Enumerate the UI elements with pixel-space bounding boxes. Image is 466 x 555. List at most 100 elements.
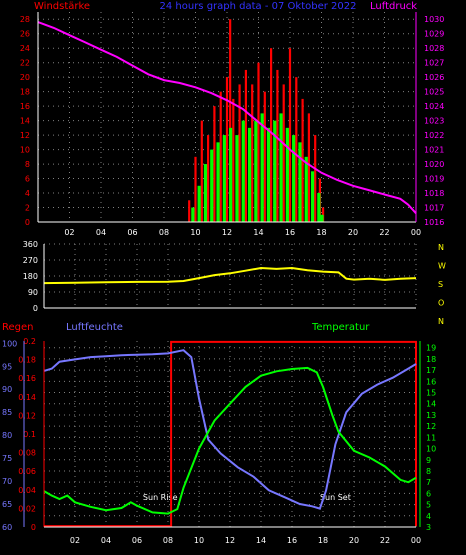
x-tick-label: 14 [256,536,266,545]
humidity-tick-label: 75 [2,454,12,463]
x-tick-label: 00 [411,536,421,545]
compass-label: N [438,243,444,252]
x-tick-label: 06 [127,228,137,237]
x-tick-label: 08 [159,228,169,237]
x-tick-label: 12 [225,536,235,545]
direction-tick-label: 180 [23,272,38,281]
left-tick-label: 12 [20,131,30,140]
temperature-tick-label: 11 [426,433,436,442]
direction-line [43,266,417,285]
x-tick-label: 08 [163,536,173,545]
x-tick-label: 06 [132,536,142,545]
humidity-tick-label: 95 [2,362,12,371]
temperature-tick-label: 15 [426,389,436,398]
left-tick-label: 2 [25,204,30,213]
compass-label: S [438,280,443,289]
gust-bar [232,98,235,222]
right-tick-label: 1029 [424,30,444,39]
humidity-tick-label: 65 [2,500,12,509]
speed-bar [320,214,324,222]
humidity-tick-label: 80 [2,431,12,440]
rain-tick-label: 0.02 [18,504,36,513]
temperature-line [43,366,417,515]
gust-bar [219,91,222,222]
temperature-tick-label: 5 [426,501,431,510]
rain-label: Regen [2,322,34,333]
x-tick-label: 22 [379,228,389,237]
speed-bar [235,135,239,222]
x-tick-label: 02 [64,228,74,237]
speed-bar [260,113,264,222]
compass-label: N [438,317,444,326]
right-tick-label: 1020 [424,160,444,169]
right-tick-label: 1027 [424,59,444,68]
speed-bar [292,135,296,222]
rain-humidity-temperature-panel: 3 4 5 6 7 8 9 10 11 12 13 14 15 16 17 18 19 60 65 70 75 80 85 9… [2,337,436,545]
compass-label: O [438,299,444,308]
rain-tick-label: 0.06 [18,467,36,476]
right-tick-label: 1028 [424,44,444,53]
left-tick-label: 24 [20,44,30,53]
x-tick-label: 10 [194,536,204,545]
temperature-tick-label: 13 [426,411,436,420]
x-tick-label: 14 [253,228,263,237]
x-tick-label: 12 [222,228,232,237]
gust-bar [282,84,285,223]
temperature-tick-label: 9 [426,456,431,465]
rain-tick-label: 0.04 [18,486,36,495]
rain-tick-label: 0.2 [23,337,36,346]
sun-annotation: Sun Rise [143,493,178,502]
x-tick-label: 02 [70,536,80,545]
speed-bar [285,127,289,222]
speed-bar [247,127,252,222]
x-tick-label: 16 [287,536,297,545]
x-tick-label: 04 [96,228,106,237]
left-tick-label: 0 [25,218,30,227]
x-tick-label: 10 [190,228,200,237]
speed-bar [229,127,233,222]
right-tick-label: 1018 [424,189,444,198]
humidity-tick-label: 60 [2,523,12,532]
x-tick-label: 16 [285,228,295,237]
left-tick-label: 6 [25,175,30,184]
rain-tick-label: 0.16 [18,374,36,383]
gust-bar [225,77,229,222]
x-tick-label: 18 [318,536,328,545]
gust-bar [244,69,247,223]
gust-bar [257,62,260,223]
left-tick-label: 14 [20,117,30,126]
right-tick-label: 1021 [424,146,444,155]
left-tick-label: 4 [25,189,30,198]
humidity-tick-label: 90 [2,385,12,394]
humidity-label: Luftfeuchte [66,322,123,333]
right-tick-label: 1030 [424,15,444,24]
temperature-tick-label: 8 [426,467,431,476]
gust-bar [229,19,232,222]
rain-tick-label: 0.12 [18,411,36,420]
wind-label: Windstärke [34,1,90,12]
temperature-tick-label: 4 [426,512,431,521]
temperature-label: Temperatur [311,322,370,333]
right-tick-label: 1024 [424,102,444,111]
right-tick-label: 1017 [424,204,444,213]
rain-line [44,340,417,528]
right-tick-label: 1026 [424,73,444,82]
temperature-tick-label: 18 [426,355,436,364]
gust-bar [194,156,197,222]
pressure-label: Luftdruck [370,1,417,12]
x-tick-label: 04 [101,536,111,545]
direction-tick-label: 0 [33,304,38,313]
gust-bar [307,113,310,222]
humidity-line [43,349,417,510]
gust-bar [288,48,292,223]
temperature-tick-label: 12 [426,422,436,431]
gust-bar [276,69,279,223]
humidity-tick-label: 70 [2,477,12,486]
direction-tick-label: 270 [23,256,38,265]
gust-bar [270,48,273,223]
speed-bar [310,171,315,222]
wind-pressure-panel: 0246810121416182022242628101610171018101… [20,12,444,237]
temperature-tick-label: 19 [426,344,436,353]
